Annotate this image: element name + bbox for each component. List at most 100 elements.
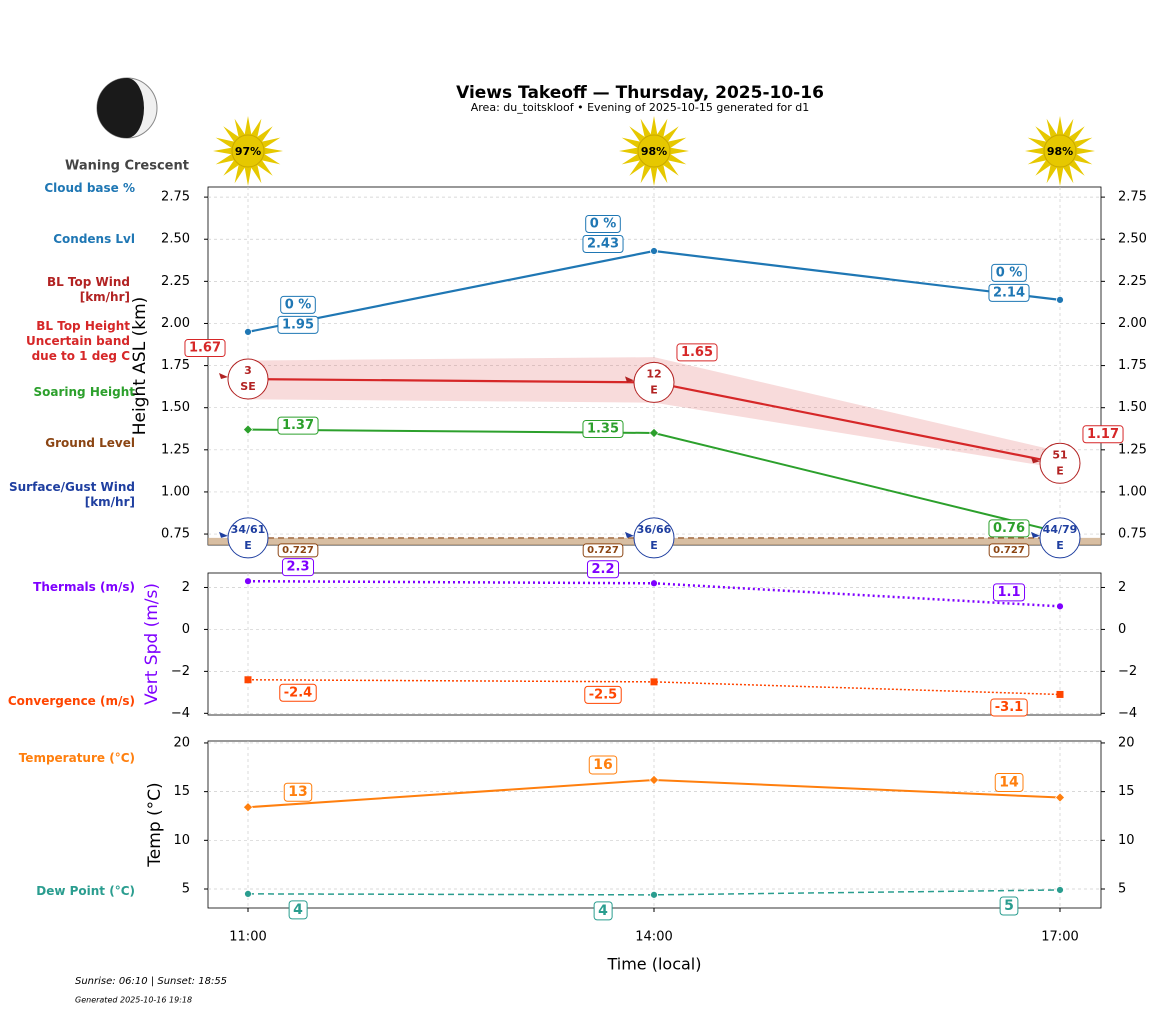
- y-tick-label: 15: [173, 784, 190, 799]
- sun-label: 98%: [641, 145, 667, 158]
- value-label-box: [582, 419, 624, 438]
- marker: [1055, 792, 1065, 803]
- y-tick-label: 5: [182, 882, 190, 897]
- value-label-box: [277, 315, 319, 334]
- value-label-box: [676, 343, 718, 362]
- y2-tick-label: 5: [1118, 882, 1126, 897]
- sun-label: 97%: [235, 145, 261, 158]
- value-label: 14: [999, 774, 1019, 790]
- y2-tick-label: 2: [1118, 580, 1126, 595]
- y2-tick-label: −4: [1118, 706, 1137, 721]
- y2-tick-label: 1.25: [1118, 442, 1147, 457]
- y2-tick-label: 1.75: [1118, 358, 1147, 373]
- wind-arrow: [219, 373, 228, 380]
- wind-speed: 34/61: [231, 523, 266, 536]
- footer-generated: Generated 2025-10-16 19:18: [75, 996, 192, 1005]
- y2-tick-label: 1.50: [1118, 400, 1147, 415]
- y-tick-label: 0: [182, 622, 190, 637]
- value-label-box: [994, 772, 1024, 792]
- value-label: 0 %: [590, 217, 617, 232]
- y-tick-label: 1.50: [161, 400, 190, 415]
- value-label-box: [283, 782, 313, 802]
- footer-sun-times: Sunrise: 06:10 | Sunset: 18:55: [75, 976, 227, 987]
- wind-direction: E: [650, 383, 658, 396]
- series-name: Cloud base %: [44, 181, 135, 195]
- y2-tick-label: 0.75: [1118, 527, 1147, 542]
- value-label: 1.17: [1087, 427, 1119, 442]
- sun: [637, 134, 671, 168]
- series-name: Ground Level: [45, 436, 135, 450]
- marker: [650, 890, 658, 899]
- value-label-box: [582, 543, 624, 558]
- value-label-box: [988, 519, 1030, 538]
- marker: [650, 247, 658, 255]
- chart-subtitle: Area: du_toitskloof • Evening of 2025-10…: [471, 101, 810, 114]
- value-label-box: [281, 558, 315, 577]
- value-label: 1.67: [189, 341, 221, 356]
- value-label-box: [588, 755, 618, 775]
- series-line: [247, 679, 1061, 696]
- wind-speed: 3: [244, 364, 252, 377]
- wind-circle: [1039, 442, 1081, 484]
- wind-arrow: [219, 531, 228, 538]
- marker: [1056, 886, 1064, 894]
- y-tick-label: 0.75: [161, 527, 190, 542]
- marker: [244, 577, 252, 586]
- value-label: 1.37: [282, 418, 314, 433]
- plot-frame: [207, 572, 1102, 716]
- wind-speed: 51: [1052, 448, 1067, 461]
- x-tick-label: 11:00: [229, 930, 266, 945]
- series-name: Soaring Height: [33, 385, 136, 399]
- y2-tick-label: 1.00: [1118, 484, 1147, 499]
- y-tick-label: 2.50: [161, 232, 190, 247]
- value-label: -3.1: [995, 700, 1023, 715]
- value-label-box: [991, 263, 1027, 282]
- wind-direction: E: [244, 539, 252, 552]
- y2-tick-label: 2.50: [1118, 232, 1147, 247]
- y-tick-label: −4: [171, 706, 190, 721]
- value-label: 2.2: [591, 562, 614, 577]
- y-tick-label: 2.00: [161, 316, 190, 331]
- x-tick-label: 17:00: [1041, 930, 1078, 945]
- value-label-box: [288, 900, 308, 920]
- y2-tick-label: 2.25: [1118, 274, 1147, 289]
- value-label-box: [586, 560, 620, 579]
- series-name: BL Top Height Uncertain band due to 1 de…: [26, 319, 130, 363]
- value-label: 13: [288, 784, 307, 800]
- y-tick-label: 1.75: [161, 358, 190, 373]
- value-label-box: [277, 416, 319, 435]
- marker: [244, 676, 252, 684]
- marker: [1056, 295, 1064, 304]
- series-name: Temperature (°C): [18, 751, 135, 765]
- series-name: Dew Point (°C): [36, 884, 135, 898]
- y-tick-label: 2.25: [161, 274, 190, 289]
- value-label: 0.727: [282, 545, 314, 556]
- series-name: Convergence (m/s): [7, 694, 135, 708]
- wind-arrow: [625, 376, 634, 383]
- wind-circle: [633, 361, 675, 403]
- value-label: 2.43: [587, 237, 619, 252]
- value-label-box: [585, 215, 621, 234]
- series-name: BL Top Wind [km/hr]: [46, 275, 130, 304]
- value-label: 0.727: [587, 545, 619, 556]
- value-label: 0 %: [285, 297, 312, 312]
- value-label-box: [277, 543, 319, 558]
- uncertainty-band: [248, 357, 1060, 469]
- y2-tick-label: 10: [1118, 833, 1135, 848]
- y-tick-label: 20: [173, 735, 190, 750]
- y-tick-label: 1.25: [161, 442, 190, 457]
- marker: [1056, 602, 1064, 611]
- wind-direction: E: [1056, 464, 1064, 477]
- value-label: 0.76: [993, 521, 1025, 536]
- wind-arrow: [625, 531, 634, 538]
- series-name: Surface/Gust Wind [km/hr]: [9, 480, 135, 509]
- y2-tick-label: 0: [1118, 622, 1126, 637]
- value-label-box: [988, 283, 1030, 302]
- value-label-box: [1082, 425, 1124, 444]
- marker: [650, 678, 658, 686]
- value-label: -2.5: [589, 687, 617, 702]
- x-tick-label: 14:00: [635, 930, 672, 945]
- y-axis-label: Height ASL (km): [130, 297, 150, 436]
